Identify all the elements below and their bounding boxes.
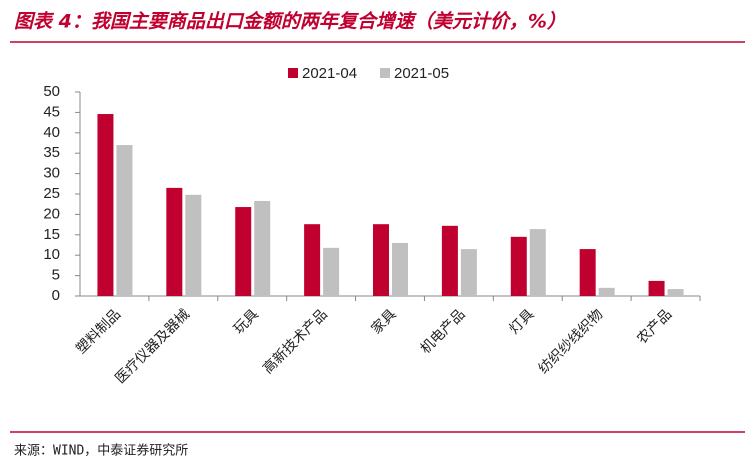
bar <box>235 207 252 296</box>
bar <box>579 249 596 296</box>
bar <box>116 145 133 296</box>
x-tick-label: 家具 <box>368 306 400 338</box>
x-tick-label: 农产品 <box>634 306 675 347</box>
bar <box>323 247 340 296</box>
bar <box>304 224 321 296</box>
x-tick-label: 纺织纱线织物 <box>536 306 607 377</box>
legend-label: 2021-04 <box>302 65 357 82</box>
legend-label: 2021-05 <box>394 65 449 82</box>
legend-swatch <box>288 68 298 78</box>
y-tick-label: 30 <box>43 165 60 182</box>
bar <box>97 114 114 296</box>
bar <box>598 287 615 296</box>
bar <box>648 280 665 296</box>
bar <box>254 200 271 296</box>
bar <box>667 289 684 296</box>
bar <box>185 194 202 296</box>
y-tick-label: 45 <box>43 103 60 120</box>
y-tick-label: 15 <box>43 226 60 243</box>
bar <box>529 229 546 296</box>
y-tick-label: 10 <box>43 246 60 263</box>
bar <box>460 249 477 296</box>
bar <box>510 236 527 296</box>
x-tick-label: 玩具 <box>231 306 262 337</box>
x-tick-label: 塑料制品 <box>73 306 124 357</box>
y-tick-label: 20 <box>43 205 60 222</box>
bar <box>392 242 408 296</box>
x-tick-label: 高新技术产品 <box>259 306 330 377</box>
y-tick-label: 5 <box>52 267 60 284</box>
chart-title: 图表 4：我国主要商品出口金额的两年复合增速（美元计价，%） <box>14 11 566 33</box>
bar <box>441 225 458 296</box>
y-tick-label: 40 <box>43 124 60 141</box>
bar <box>166 187 183 296</box>
y-tick-label: 50 <box>43 83 60 100</box>
y-tick-label: 0 <box>52 287 60 304</box>
x-tick-label: 灯具 <box>506 306 537 337</box>
legend-swatch <box>380 68 390 78</box>
x-tick-label: 机电产品 <box>418 306 469 357</box>
source: 来源：WIND，中泰证券研究所 <box>14 443 188 459</box>
y-tick-label: 25 <box>43 185 60 202</box>
x-tick-label: 医疗仪器及器械 <box>112 306 193 387</box>
bar <box>373 224 389 296</box>
y-tick-label: 35 <box>43 144 60 161</box>
